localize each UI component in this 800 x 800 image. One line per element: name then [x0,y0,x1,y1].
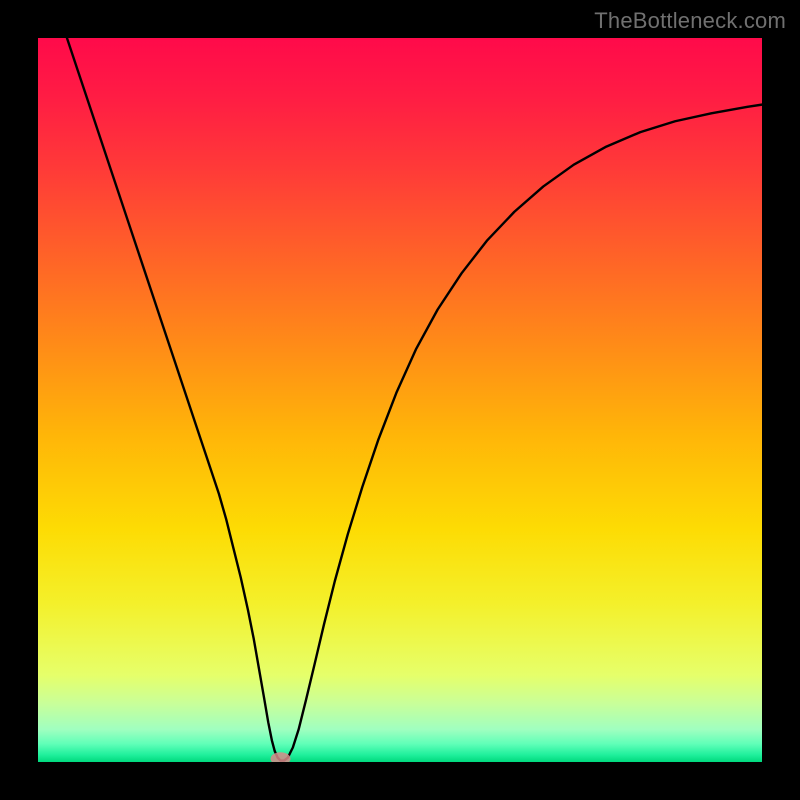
chart-frame: TheBottleneck.com [0,0,800,800]
chart-svg [38,38,762,762]
watermark-text: TheBottleneck.com [594,8,786,34]
chart-background [38,38,762,762]
chart-plot-area [38,38,762,762]
